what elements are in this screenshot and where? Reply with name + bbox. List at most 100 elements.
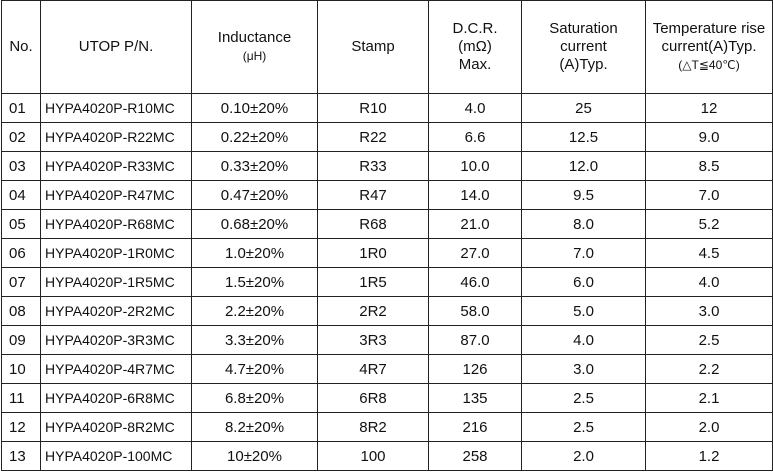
header-row: No. UTOP P/N. Inductance (μH) Stamp D.C.… bbox=[1, 0, 773, 94]
cell-dcr: 58.0 bbox=[428, 296, 522, 326]
cell-no: 06 bbox=[1, 238, 41, 268]
cell-temperature-rise-current: 1.2 bbox=[645, 441, 773, 471]
cell-part-number: HYPA4020P-6R8MC bbox=[40, 383, 192, 413]
cell-no: 01 bbox=[1, 93, 41, 123]
cell-temperature-rise-current: 3.0 bbox=[645, 296, 773, 326]
cell-part-number: HYPA4020P-R10MC bbox=[40, 93, 192, 123]
cell-dcr: 46.0 bbox=[428, 267, 522, 297]
cell-stamp: 1R5 bbox=[317, 267, 429, 297]
cell-saturation-current: 3.0 bbox=[521, 354, 646, 384]
cell-dcr: 14.0 bbox=[428, 180, 522, 210]
cell-part-number: HYPA4020P-4R7MC bbox=[40, 354, 192, 384]
cell-inductance: 3.3±20% bbox=[191, 325, 318, 355]
table-row: 07 HYPA4020P-1R5MC 1.5±20% 1R5 46.0 6.0 … bbox=[1, 267, 773, 297]
cell-inductance: 0.33±20% bbox=[191, 151, 318, 181]
cell-inductance: 4.7±20% bbox=[191, 354, 318, 384]
cell-saturation-current: 25 bbox=[521, 93, 646, 123]
table-row: 05 HYPA4020P-R68MC 0.68±20% R68 21.0 8.0… bbox=[1, 209, 773, 239]
cell-no: 13 bbox=[1, 441, 41, 471]
table-row: 12 HYPA4020P-8R2MC 8.2±20% 8R2 216 2.5 2… bbox=[1, 412, 773, 442]
cell-part-number: HYPA4020P-R47MC bbox=[40, 180, 192, 210]
cell-part-number: HYPA4020P-100MC bbox=[40, 441, 192, 471]
cell-part-number: HYPA4020P-3R3MC bbox=[40, 325, 192, 355]
header-dcr: D.C.R. (mΩ) Max. bbox=[428, 0, 522, 94]
cell-saturation-current: 12.0 bbox=[521, 151, 646, 181]
cell-dcr: 126 bbox=[428, 354, 522, 384]
table-row: 03 HYPA4020P-R33MC 0.33±20% R33 10.0 12.… bbox=[1, 151, 773, 181]
cell-dcr: 6.6 bbox=[428, 122, 522, 152]
cell-stamp: R68 bbox=[317, 209, 429, 239]
cell-temperature-rise-current: 2.1 bbox=[645, 383, 773, 413]
cell-no: 12 bbox=[1, 412, 41, 442]
table-row: 09 HYPA4020P-3R3MC 3.3±20% 3R3 87.0 4.0 … bbox=[1, 325, 773, 355]
table-row: 13 HYPA4020P-100MC 10±20% 100 258 2.0 1.… bbox=[1, 441, 773, 471]
cell-temperature-rise-current: 4.5 bbox=[645, 238, 773, 268]
cell-no: 07 bbox=[1, 267, 41, 297]
table-row: 01 HYPA4020P-R10MC 0.10±20% R10 4.0 25 1… bbox=[1, 93, 773, 123]
cell-dcr: 4.0 bbox=[428, 93, 522, 123]
cell-inductance: 6.8±20% bbox=[191, 383, 318, 413]
header-temperature-rise-current: Temperature rise current(A)Typ. (△T≦40℃) bbox=[645, 0, 773, 94]
cell-part-number: HYPA4020P-R33MC bbox=[40, 151, 192, 181]
cell-dcr: 21.0 bbox=[428, 209, 522, 239]
cell-stamp: 1R0 bbox=[317, 238, 429, 268]
cell-part-number: HYPA4020P-8R2MC bbox=[40, 412, 192, 442]
cell-dcr: 27.0 bbox=[428, 238, 522, 268]
cell-saturation-current: 5.0 bbox=[521, 296, 646, 326]
table-row: 10 HYPA4020P-4R7MC 4.7±20% 4R7 126 3.0 2… bbox=[1, 354, 773, 384]
cell-no: 04 bbox=[1, 180, 41, 210]
cell-inductance: 8.2±20% bbox=[191, 412, 318, 442]
cell-temperature-rise-current: 4.0 bbox=[645, 267, 773, 297]
cell-no: 11 bbox=[1, 383, 41, 413]
cell-saturation-current: 4.0 bbox=[521, 325, 646, 355]
cell-inductance: 0.22±20% bbox=[191, 122, 318, 152]
cell-stamp: R47 bbox=[317, 180, 429, 210]
table-row: 11 HYPA4020P-6R8MC 6.8±20% 6R8 135 2.5 2… bbox=[1, 383, 773, 413]
table-row: 04 HYPA4020P-R47MC 0.47±20% R47 14.0 9.5… bbox=[1, 180, 773, 210]
cell-part-number: HYPA4020P-R22MC bbox=[40, 122, 192, 152]
cell-dcr: 87.0 bbox=[428, 325, 522, 355]
cell-stamp: 100 bbox=[317, 441, 429, 471]
cell-temperature-rise-current: 2.5 bbox=[645, 325, 773, 355]
cell-saturation-current: 2.5 bbox=[521, 412, 646, 442]
cell-temperature-rise-current: 9.0 bbox=[645, 122, 773, 152]
cell-saturation-current: 8.0 bbox=[521, 209, 646, 239]
cell-stamp: R33 bbox=[317, 151, 429, 181]
cell-no: 05 bbox=[1, 209, 41, 239]
cell-no: 10 bbox=[1, 354, 41, 384]
cell-stamp: R10 bbox=[317, 93, 429, 123]
cell-saturation-current: 12.5 bbox=[521, 122, 646, 152]
header-inductance: Inductance (μH) bbox=[191, 0, 318, 94]
cell-part-number: HYPA4020P-1R5MC bbox=[40, 267, 192, 297]
cell-no: 02 bbox=[1, 122, 41, 152]
cell-temperature-rise-current: 8.5 bbox=[645, 151, 773, 181]
cell-stamp: 4R7 bbox=[317, 354, 429, 384]
cell-no: 03 bbox=[1, 151, 41, 181]
header-saturation-current: Saturation current (A)Typ. bbox=[521, 0, 646, 94]
cell-dcr: 10.0 bbox=[428, 151, 522, 181]
cell-stamp: R22 bbox=[317, 122, 429, 152]
cell-no: 09 bbox=[1, 325, 41, 355]
cell-part-number: HYPA4020P-2R2MC bbox=[40, 296, 192, 326]
cell-temperature-rise-current: 2.2 bbox=[645, 354, 773, 384]
cell-no: 08 bbox=[1, 296, 41, 326]
cell-inductance: 2.2±20% bbox=[191, 296, 318, 326]
cell-stamp: 8R2 bbox=[317, 412, 429, 442]
cell-stamp: 2R2 bbox=[317, 296, 429, 326]
header-stamp: Stamp bbox=[317, 0, 429, 94]
cell-saturation-current: 6.0 bbox=[521, 267, 646, 297]
cell-dcr: 135 bbox=[428, 383, 522, 413]
cell-stamp: 6R8 bbox=[317, 383, 429, 413]
table-row: 02 HYPA4020P-R22MC 0.22±20% R22 6.6 12.5… bbox=[1, 122, 773, 152]
cell-inductance: 1.5±20% bbox=[191, 267, 318, 297]
cell-saturation-current: 9.5 bbox=[521, 180, 646, 210]
table-row: 06 HYPA4020P-1R0MC 1.0±20% 1R0 27.0 7.0 … bbox=[1, 238, 773, 268]
cell-inductance: 1.0±20% bbox=[191, 238, 318, 268]
cell-dcr: 258 bbox=[428, 441, 522, 471]
cell-saturation-current: 2.0 bbox=[521, 441, 646, 471]
cell-inductance: 0.47±20% bbox=[191, 180, 318, 210]
header-no: No. bbox=[1, 0, 41, 94]
cell-temperature-rise-current: 12 bbox=[645, 93, 773, 123]
cell-temperature-rise-current: 7.0 bbox=[645, 180, 773, 210]
cell-inductance: 0.68±20% bbox=[191, 209, 318, 239]
